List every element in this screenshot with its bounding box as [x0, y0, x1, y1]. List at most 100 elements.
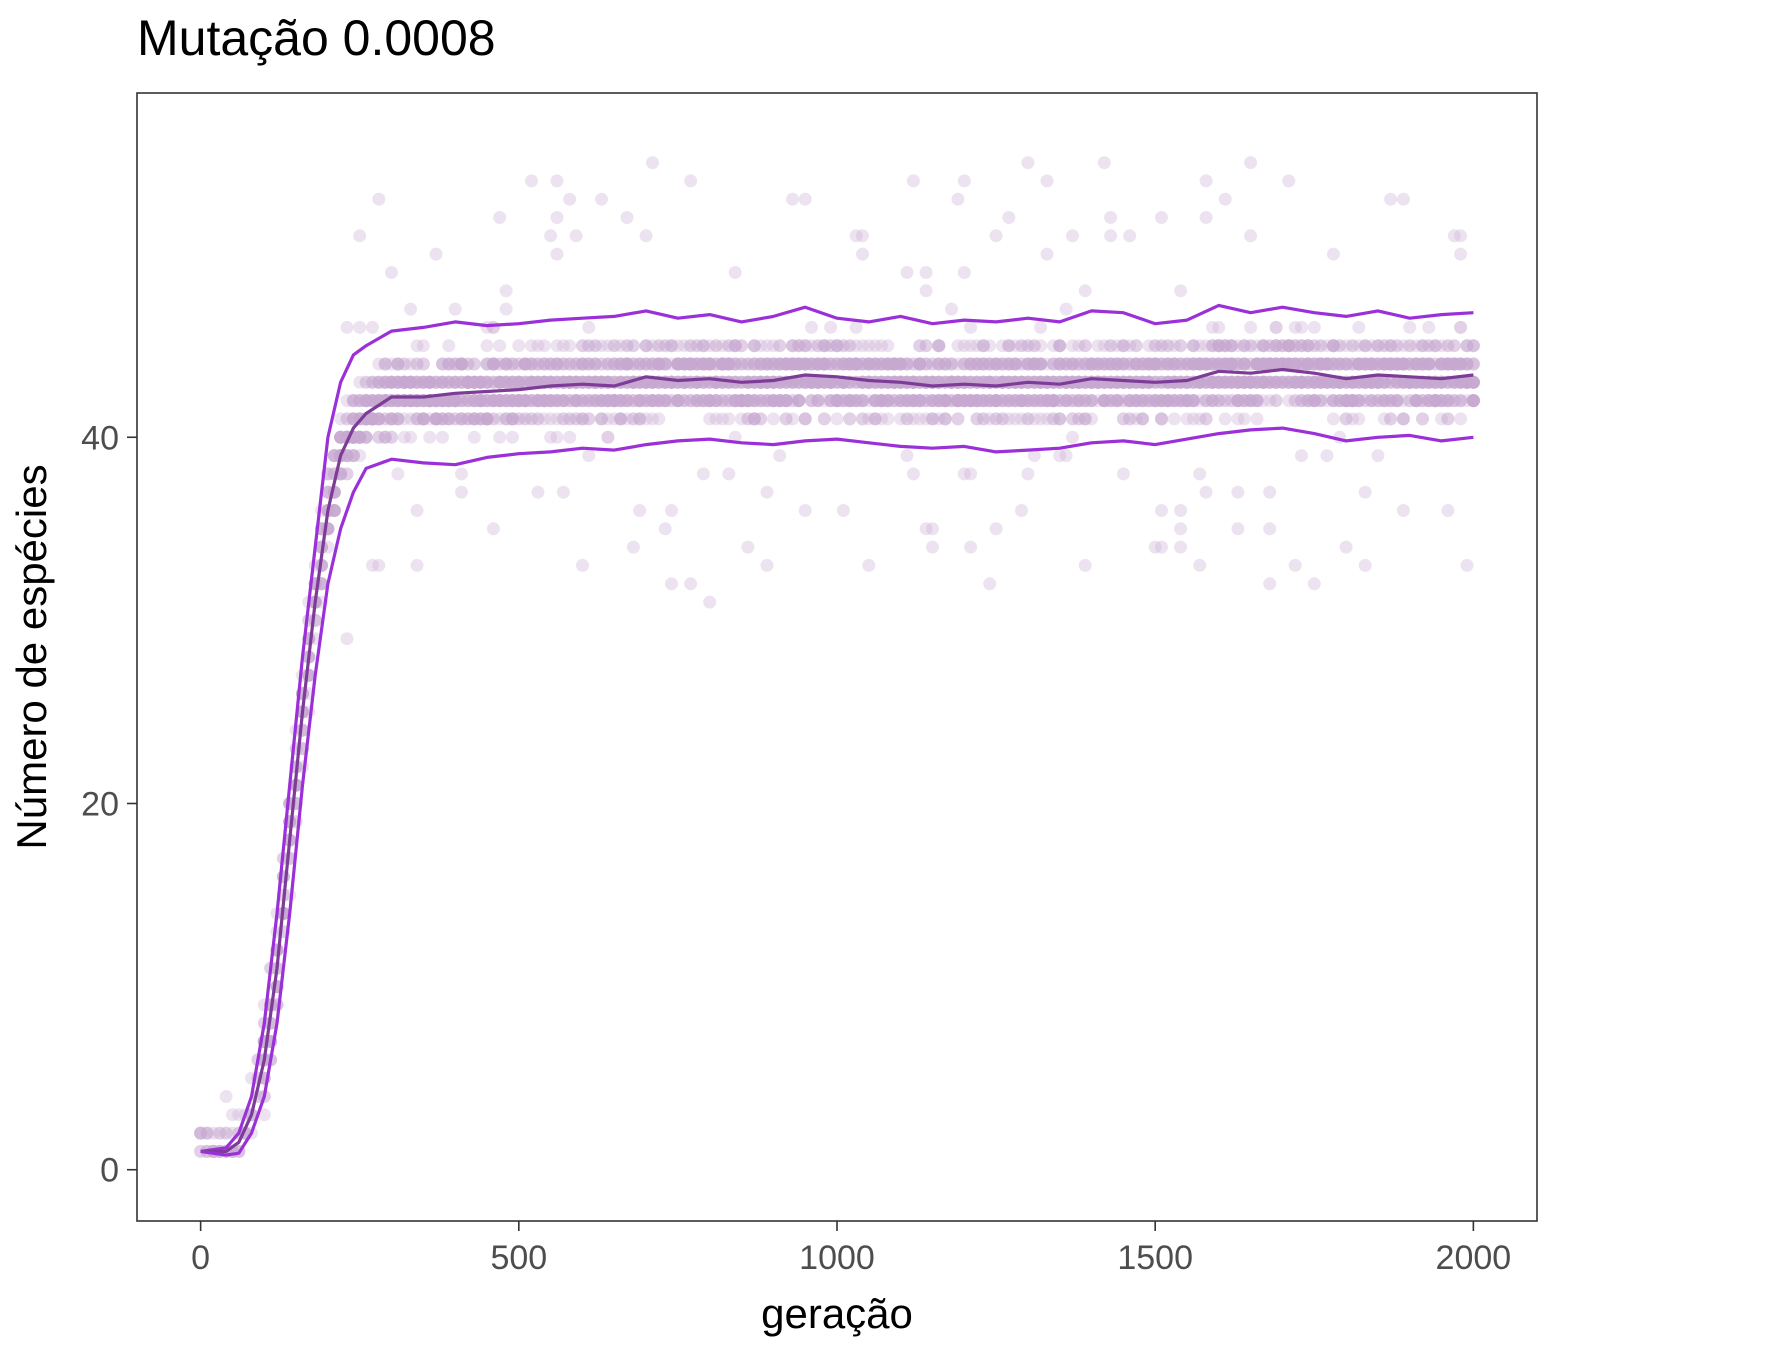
data-point	[798, 192, 812, 206]
data-point	[646, 357, 659, 371]
data-point	[620, 357, 634, 371]
data-point	[461, 357, 475, 371]
data-point	[1339, 540, 1353, 554]
data-point	[442, 375, 456, 389]
data-point	[728, 339, 742, 353]
data-point	[639, 339, 653, 353]
data-point	[1104, 229, 1118, 243]
data-point	[703, 595, 717, 609]
data-point	[601, 357, 615, 371]
data-point	[512, 412, 526, 426]
data-point	[747, 357, 761, 371]
data-point	[461, 412, 475, 426]
data-point	[436, 394, 449, 408]
data-point	[416, 412, 430, 426]
data-point	[576, 339, 589, 353]
data-point	[798, 412, 812, 426]
data-point	[633, 357, 647, 371]
data-point	[525, 357, 538, 371]
data-point	[359, 394, 373, 408]
data-point	[544, 394, 558, 408]
data-point	[550, 394, 564, 408]
data-point	[416, 412, 430, 426]
data-point	[747, 394, 761, 408]
data-point	[525, 357, 538, 371]
data-point	[429, 412, 443, 426]
data-point	[506, 375, 519, 389]
data-point	[474, 394, 488, 408]
data-point	[658, 394, 672, 408]
data-point	[690, 357, 704, 371]
data-point	[690, 357, 704, 371]
data-point	[544, 357, 558, 371]
data-point	[461, 375, 475, 389]
data-point	[397, 375, 411, 389]
data-point	[620, 412, 634, 426]
data-point	[1116, 467, 1130, 481]
data-point	[518, 357, 532, 371]
data-point	[499, 394, 513, 408]
data-point	[989, 229, 1003, 243]
data-point	[531, 394, 545, 408]
data-point	[378, 375, 392, 389]
data-point	[372, 558, 386, 572]
data-point	[436, 412, 449, 426]
data-point	[340, 394, 354, 408]
data-point	[461, 412, 475, 426]
data-point	[626, 339, 640, 353]
data-point	[416, 412, 430, 426]
data-point	[1231, 485, 1245, 499]
data-point	[665, 339, 678, 353]
data-point	[741, 394, 755, 408]
data-point	[671, 394, 685, 408]
y-tick-label: 0	[100, 1152, 119, 1190]
data-point	[671, 394, 685, 408]
data-point	[461, 394, 475, 408]
data-point	[728, 357, 742, 371]
data-point	[556, 357, 570, 371]
data-point	[531, 339, 545, 353]
data-point	[391, 375, 405, 389]
data-point	[760, 357, 774, 371]
data-point	[397, 375, 411, 389]
data-point	[366, 394, 379, 408]
data-point	[607, 394, 621, 408]
data-point	[391, 375, 405, 389]
data-point	[442, 412, 456, 426]
data-point	[601, 394, 615, 408]
data-point	[620, 394, 634, 408]
data-point	[480, 412, 494, 426]
data-point	[1237, 412, 1251, 426]
data-point	[684, 357, 698, 371]
data-point	[614, 412, 628, 426]
data-point	[455, 357, 468, 371]
data-point	[722, 394, 736, 408]
data-point	[410, 375, 424, 389]
data-point	[607, 394, 621, 408]
data-point	[626, 412, 640, 426]
data-point	[436, 412, 449, 426]
data-point	[486, 375, 500, 389]
data-point	[709, 394, 723, 408]
data-point	[779, 357, 793, 371]
data-point	[518, 394, 532, 408]
data-point	[588, 357, 602, 371]
data-point	[506, 394, 519, 408]
data-point	[614, 394, 628, 408]
data-point	[493, 394, 507, 408]
data-point	[588, 357, 602, 371]
data-point	[646, 412, 659, 426]
data-point	[404, 302, 418, 316]
data-point	[442, 394, 456, 408]
data-point	[518, 394, 532, 408]
data-point	[709, 412, 723, 426]
data-point	[493, 357, 507, 371]
data-point	[525, 394, 538, 408]
data-point	[716, 357, 729, 371]
data-point	[690, 394, 704, 408]
data-point	[537, 412, 551, 426]
data-point	[512, 375, 526, 389]
data-point	[512, 394, 526, 408]
data-point	[550, 412, 564, 426]
data-point	[1167, 412, 1181, 426]
